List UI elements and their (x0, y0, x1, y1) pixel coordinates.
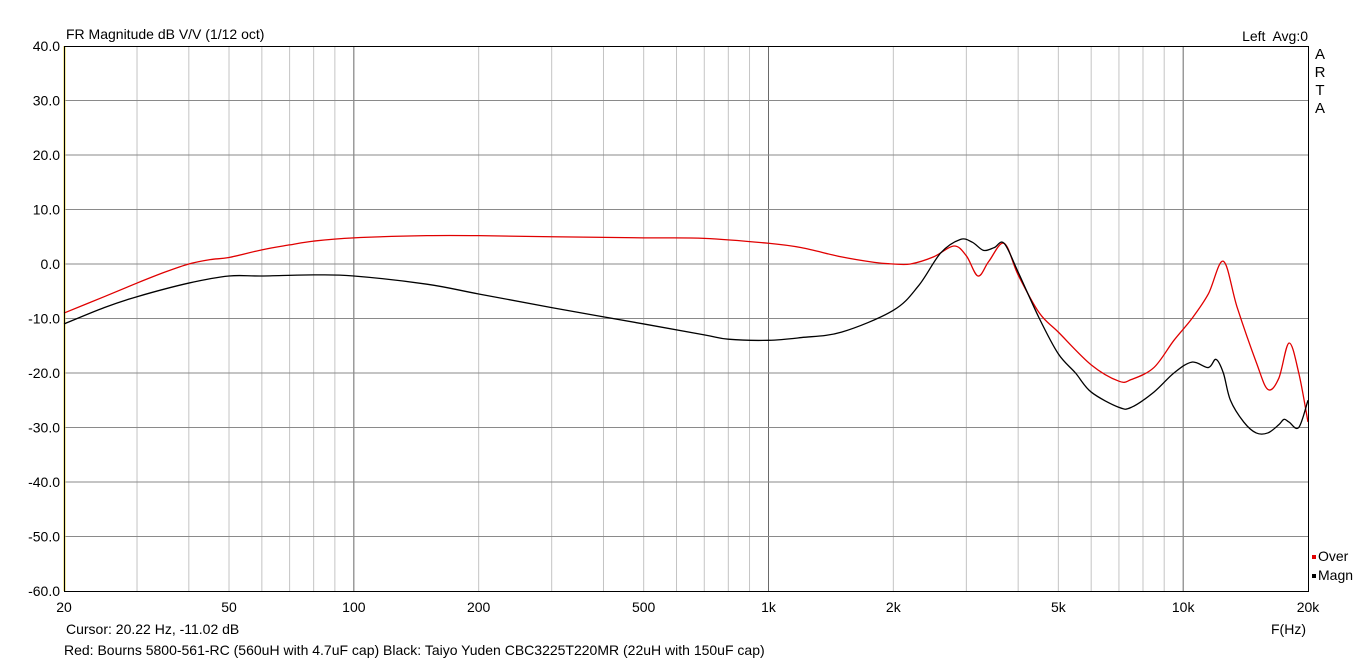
legend-item-over: Over (1312, 548, 1348, 564)
x-tick-labels: 20 50 100 200 500 1k 2k 5k 10k 20k (56, 599, 1320, 615)
plot-frame (64, 46, 1309, 592)
y-tick-label: 20.0 (33, 147, 60, 163)
y-tick-label: -20.0 (28, 365, 60, 381)
data-series (63, 234, 1309, 435)
x-tick-label: 10k (1172, 599, 1196, 615)
x-tick-label: 2k (886, 599, 902, 615)
x-tick-label: 100 (342, 599, 366, 615)
y-tick-labels: 40.0 30.0 20.0 10.0 0.0 -10.0 -20.0 -30.0 -40.0 -… (28, 38, 60, 599)
x-tick-label: 200 (467, 599, 491, 615)
y-tick-label: 10.0 (33, 202, 60, 218)
y-tick-label: -40.0 (28, 474, 60, 490)
legend-label-magn: Magn (1318, 567, 1354, 583)
y-tick-label: -30.0 (28, 420, 60, 436)
y-tick-label: 30.0 (33, 93, 60, 109)
y-tick-label: 40.0 (33, 38, 60, 54)
y-tick-label: -10.0 (28, 311, 60, 327)
arta-letter-r: R (1314, 64, 1326, 81)
arta-letter-t: T (1315, 82, 1325, 99)
arta-brand: A R T A (1313, 46, 1327, 118)
legend-swatch-red (1312, 555, 1316, 560)
legend-label-over: Over (1318, 548, 1349, 564)
plot-grid (63, 46, 1308, 591)
cursor-readout: Cursor: 20.22 Hz, -11.02 dB (66, 621, 240, 637)
series-line-over (63, 234, 1309, 423)
arta-letter-a1: A (1314, 46, 1325, 63)
legend-item-magn: Magn (1312, 567, 1353, 583)
y-tick-label: -60.0 (28, 583, 60, 599)
series-line-magn (63, 238, 1309, 435)
x-tick-label: 20k (1297, 599, 1321, 615)
legend-swatch-black (1312, 574, 1316, 579)
chart-title: FR Magnitude dB V/V (1/12 oct) (66, 26, 265, 42)
x-tick-label: 5k (1051, 599, 1067, 615)
x-tick-label: 1k (761, 599, 777, 615)
y-tick-label: -50.0 (28, 529, 60, 545)
channel-info: Left Avg:0 (1242, 28, 1308, 44)
x-tick-label: 50 (221, 599, 237, 615)
x-axis-unit: F(Hz) (1271, 621, 1306, 637)
arta-letter-a2: A (1314, 100, 1325, 117)
x-tick-label: 20 (56, 599, 72, 615)
x-tick-label: 500 (632, 599, 656, 615)
y-tick-label: 0.0 (41, 256, 61, 272)
trace-description: Red: Bourns 5800-561-RC (560uH with 4.7u… (64, 642, 765, 658)
